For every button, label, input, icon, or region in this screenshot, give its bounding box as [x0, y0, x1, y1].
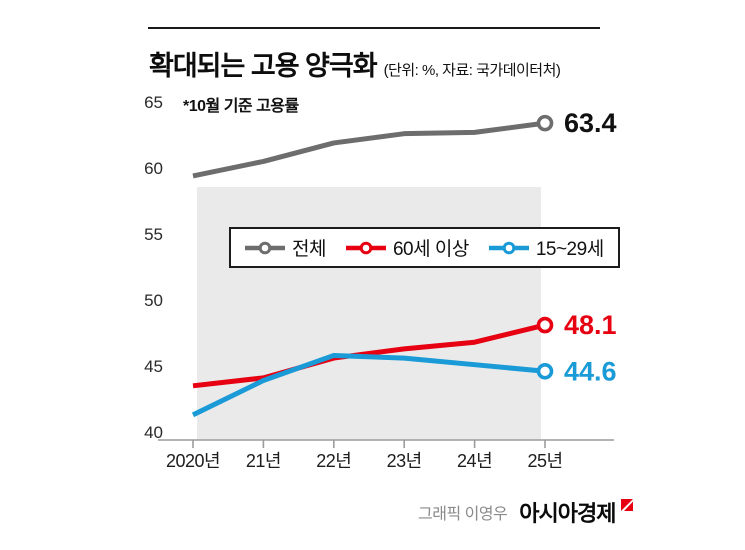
x-tick-label: 2020년	[166, 451, 220, 471]
legend-item: 60세 이상	[345, 234, 469, 261]
series-line	[192, 322, 546, 389]
y-tick-label: 65	[144, 93, 163, 112]
credit-footer: 그래픽 이영우 아시아경제	[418, 496, 634, 528]
x-tick-label: 24년	[457, 451, 492, 471]
legend-label: 15~29세	[535, 239, 604, 260]
series-end-marker	[536, 316, 554, 334]
x-tick-label: 23년	[387, 451, 422, 471]
credit-text: 그래픽 이영우	[418, 506, 508, 523]
brand-logo-mark-icon	[621, 499, 634, 511]
top-rule	[148, 27, 600, 29]
legend-label: 60세 이상	[392, 239, 469, 260]
chart-title: 확대되는 고용 양극화	[149, 51, 378, 81]
y-tick-label: 60	[144, 159, 163, 178]
series-line	[191, 352, 546, 418]
footnote: *10월 기준 고용률	[183, 98, 299, 115]
legend-line-icon	[345, 241, 386, 254]
x-tick-label: 21년	[246, 451, 281, 471]
chart-header: 확대되는 고용 양극화 (단위: %, 자료: 국가데이터처)	[149, 44, 561, 83]
legend-item: 15~29세	[488, 234, 604, 261]
y-tick-label: 55	[144, 225, 163, 244]
x-tick-label: 22년	[316, 451, 351, 471]
brand-logo-text: 아시아경제	[519, 501, 616, 526]
legend-line-icon	[488, 241, 529, 254]
y-tick-label: 45	[144, 357, 163, 376]
legend: 전체 60세 이상 15~29세	[229, 227, 620, 268]
series-end-marker	[536, 114, 554, 132]
series-end-value: 44.6	[564, 356, 617, 386]
y-tick-label: 50	[144, 291, 163, 310]
y-tick-label: 40	[144, 423, 163, 442]
series-end-value: 63.4	[564, 108, 617, 138]
x-tick-label: 25년	[527, 451, 562, 471]
series-end-value: 48.1	[564, 310, 617, 340]
unit-source-note: (단위: %, 자료: 국가데이터처)	[383, 62, 561, 79]
legend-item: 전체	[245, 234, 326, 261]
legend-label: 전체	[292, 239, 326, 260]
series-end-marker	[536, 362, 554, 380]
legend-line-icon	[245, 241, 285, 254]
series-line	[192, 120, 546, 179]
